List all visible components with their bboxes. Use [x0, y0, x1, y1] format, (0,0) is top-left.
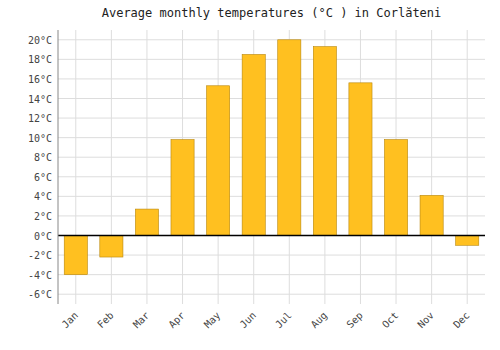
title: Average monthly temperatures (°C ) in Co…	[102, 6, 442, 20]
bar	[349, 83, 372, 236]
x-tick-label: Apr	[166, 310, 187, 331]
baseline	[58, 235, 485, 237]
bar	[313, 47, 336, 236]
y-grid-line	[58, 78, 485, 79]
axes: -6°C -4°C -2°C 0°C 2°C 4°C 6°C 8°C 10°C 12°C 14°C 1…	[28, 35, 472, 330]
y-tick-label: 12°C	[28, 113, 52, 124]
chart-svg: Average monthly temperatures (°C ) in Co…	[0, 0, 500, 350]
x-tick-label: Mar	[131, 310, 152, 331]
y-tick-label: 14°C	[28, 94, 52, 105]
x-grid-line	[111, 30, 112, 304]
y-grid-line	[58, 59, 485, 60]
bar	[207, 86, 230, 236]
y-tick-label: -4°C	[28, 270, 52, 281]
y-tick-label: 0°C	[34, 231, 52, 242]
y-grid-line	[58, 294, 485, 295]
x-tick-label: Aug	[309, 310, 330, 331]
y-tick-label: 4°C	[34, 191, 52, 202]
y-grid-line	[58, 157, 485, 158]
y-tick-label: 6°C	[34, 172, 52, 183]
y-tick-label: 10°C	[28, 133, 52, 144]
y-grid-line	[58, 235, 485, 236]
y-grid-line	[58, 137, 485, 138]
bar	[420, 195, 443, 235]
bar	[384, 140, 407, 236]
bar	[64, 236, 87, 275]
y-tick-label: -6°C	[28, 289, 52, 300]
y-grid-line	[58, 274, 485, 275]
y-tick-label: -2°C	[28, 250, 52, 261]
bar	[100, 236, 123, 258]
x-tick-label: Feb	[95, 310, 116, 331]
y-grid-line	[58, 118, 485, 119]
x-tick-label: Jun	[238, 310, 259, 331]
y-tick-label: 2°C	[34, 211, 52, 222]
y-tick-label: 16°C	[28, 74, 52, 85]
x-tick-label: Jul	[273, 310, 294, 331]
chart-container: Average monthly temperatures (°C ) in Co…	[0, 0, 500, 350]
y-tick-label: 20°C	[28, 35, 52, 46]
y-grid-line	[58, 39, 485, 40]
x-tick-label: May	[202, 310, 223, 331]
bars	[64, 40, 479, 275]
x-tick-label: Sep	[344, 310, 365, 331]
x-grid-line	[146, 30, 147, 304]
bar	[278, 40, 301, 236]
x-tick-label: Dec	[451, 310, 472, 331]
bar	[135, 209, 158, 235]
x-tick-label: Nov	[415, 310, 436, 331]
bar	[456, 236, 479, 246]
y-grid-line	[58, 176, 485, 177]
y-tick-label: 8°C	[34, 152, 52, 163]
bar	[242, 54, 265, 235]
grid	[58, 30, 485, 304]
x-grid-line	[467, 30, 468, 304]
y-axis-line	[58, 30, 59, 304]
x-tick-label: Oct	[380, 310, 401, 331]
bar	[171, 140, 194, 236]
x-grid-line	[431, 30, 432, 304]
y-grid-line	[58, 98, 485, 99]
x-tick-label: Jan	[60, 310, 81, 331]
y-tick-label: 18°C	[28, 54, 52, 65]
